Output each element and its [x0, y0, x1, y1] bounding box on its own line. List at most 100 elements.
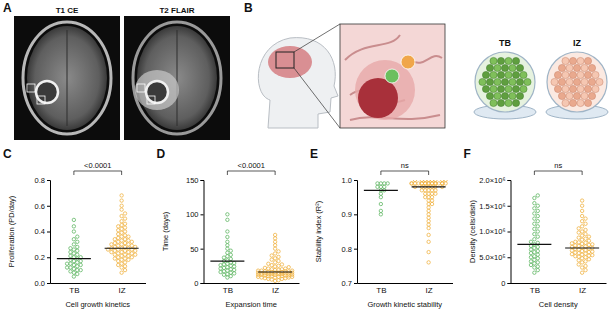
y-tick-label: 0.9 [342, 210, 352, 219]
data-point [379, 209, 382, 212]
data-point [410, 182, 413, 185]
data-point [117, 244, 120, 247]
data-point [536, 230, 539, 233]
data-point [69, 270, 72, 273]
x-tick-label: TB [376, 286, 386, 295]
image-label: T2 FLAIR [159, 6, 194, 15]
data-point [127, 239, 130, 242]
data-point [273, 265, 276, 268]
cell [577, 57, 584, 64]
data-point [413, 180, 416, 182]
cell [524, 78, 531, 85]
data-point [127, 258, 130, 261]
cell [592, 71, 599, 78]
data-point [123, 226, 126, 229]
data-point [427, 195, 430, 198]
data-point [76, 240, 79, 243]
y-tick: 0.8 [35, 176, 50, 185]
y-tick: 1.0 [342, 176, 357, 185]
y-tick-label: 150 [186, 176, 199, 185]
data-point [273, 257, 276, 260]
data-point [273, 244, 276, 247]
data-point [580, 209, 583, 212]
data-point [123, 212, 126, 215]
data-point [420, 180, 423, 182]
data-point [65, 266, 68, 269]
x-axis-line [51, 283, 147, 284]
mean-line [412, 186, 446, 187]
data-point [120, 250, 123, 253]
data-point [123, 238, 126, 241]
y-tick-mark [354, 283, 357, 284]
data-point [76, 245, 79, 248]
data-point [584, 248, 587, 251]
data-point [120, 262, 123, 265]
data-point [584, 228, 587, 231]
cell [588, 92, 595, 99]
data-point [270, 278, 273, 281]
head [258, 38, 338, 128]
data-point [117, 252, 120, 255]
data-point [120, 227, 123, 230]
x-axis-title: Cell density [539, 300, 578, 309]
cell [592, 85, 599, 92]
dish-label: IZ [573, 38, 582, 48]
data-point [226, 235, 229, 238]
data-point [570, 249, 573, 252]
data-point [570, 252, 573, 255]
data-point [229, 268, 232, 271]
cell [581, 78, 588, 85]
data-point [113, 249, 116, 252]
data-point [529, 256, 532, 259]
mean-line [105, 248, 139, 249]
data-point [120, 254, 123, 257]
data-point [72, 263, 75, 266]
data-point [536, 225, 539, 228]
data-point [430, 182, 433, 185]
data-point [427, 213, 430, 216]
data-point [270, 258, 273, 261]
data-point [229, 274, 232, 277]
data-point [232, 261, 235, 264]
data-point [232, 265, 235, 268]
cell [554, 71, 561, 78]
panel-label: B [244, 1, 253, 15]
cell [516, 92, 523, 99]
data-point [120, 220, 123, 223]
data-point [117, 236, 120, 239]
data-point [79, 268, 82, 271]
data-point [120, 258, 123, 261]
annotation: ns [554, 161, 562, 170]
cell [494, 92, 501, 99]
data-point [72, 259, 75, 262]
data-point [580, 253, 583, 256]
data-point [427, 250, 430, 253]
data-point [120, 235, 123, 238]
roi-box [37, 96, 45, 104]
cell [569, 99, 576, 106]
plot-area [364, 180, 447, 264]
data-point [229, 264, 232, 267]
data-point [226, 251, 229, 254]
data-point [226, 272, 229, 275]
y-tick-mark [201, 214, 204, 215]
data-point [427, 261, 430, 264]
data-point [424, 182, 427, 185]
roi-box [137, 84, 145, 92]
data-point [529, 251, 532, 254]
cell [505, 99, 512, 106]
cell [486, 64, 493, 71]
data-point [232, 272, 235, 275]
y-tick-mark [508, 283, 511, 284]
data-point [441, 180, 444, 182]
data-point [591, 253, 594, 256]
y-tick-label: 0.6 [35, 202, 45, 211]
image-label: T1 CE [56, 6, 79, 15]
data-point [424, 189, 427, 192]
data-point [420, 182, 423, 185]
data-point [587, 239, 590, 242]
data-point [270, 263, 273, 266]
data-point [79, 263, 82, 266]
diagram: TBIZ [258, 24, 608, 128]
data-point [72, 225, 75, 228]
